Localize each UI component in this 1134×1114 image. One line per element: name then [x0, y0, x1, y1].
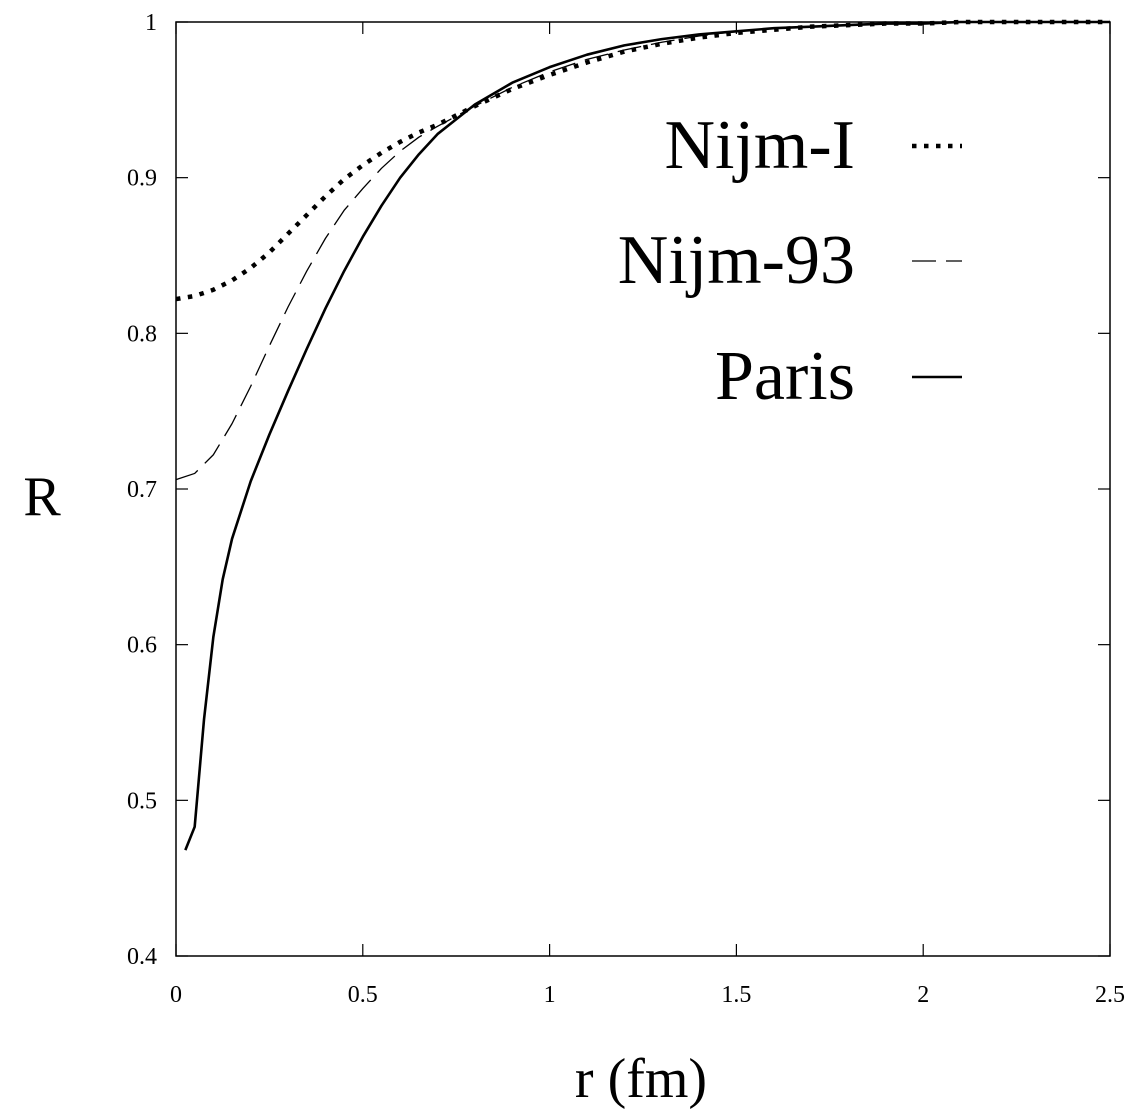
- y-tick-label: 0.5: [127, 788, 157, 814]
- legend: Nijm-I Nijm-93 Paris: [618, 107, 962, 415]
- series-layer: [175, 19, 1110, 851]
- x-tick-label: 1.5: [721, 982, 751, 1008]
- y-axis-title: R: [23, 466, 61, 528]
- x-tick-label: 2: [917, 982, 929, 1008]
- x-tick-label: 0: [170, 982, 182, 1008]
- y-tick-label: 0.7: [127, 477, 157, 503]
- legend-label: Paris: [715, 338, 855, 415]
- plot-frame: [175, 21, 1111, 957]
- x-axis-title: r (fm): [575, 1048, 707, 1110]
- legend-label: Nijm-93: [618, 222, 855, 299]
- legend-label: Nijm-I: [664, 107, 855, 184]
- x-tick-label: 1: [544, 982, 556, 1008]
- x-tick-label: 0.5: [348, 982, 378, 1008]
- series-line-paris: [184, 20, 1110, 851]
- axis-ticks: 0 0.5 1 1.5 2 2.5 0.4 0.5 0.6 0.7 0.8 0.9 1: [127, 10, 1125, 1008]
- y-tick-label: 0.4: [127, 944, 157, 970]
- y-tick-label: 0.8: [127, 321, 157, 347]
- y-tick-label: 1: [145, 10, 157, 36]
- y-tick-label: 0.9: [127, 166, 157, 192]
- x-tick-label: 2.5: [1095, 982, 1125, 1008]
- y-tick-label: 0.6: [127, 633, 157, 659]
